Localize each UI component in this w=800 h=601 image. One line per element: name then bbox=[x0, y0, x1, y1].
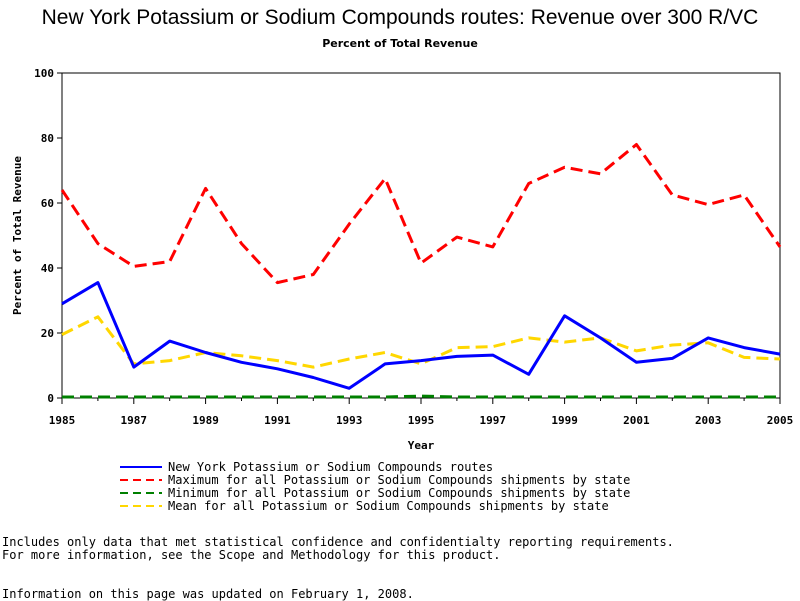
legend-label-1: New York Potassium or Sodium Compounds r… bbox=[168, 460, 493, 474]
x-tick-label: 2001 bbox=[623, 414, 650, 427]
series-line-1 bbox=[61, 281, 781, 390]
chart-subtitle: Percent of Total Revenue bbox=[322, 37, 478, 50]
series-line-4 bbox=[61, 315, 781, 369]
note-confidence: Includes only data that met statistical … bbox=[2, 535, 674, 549]
y-axis: 0 20 40 60 80 100 bbox=[34, 67, 62, 405]
y-tick-label: 0 bbox=[47, 392, 54, 405]
series-line-2 bbox=[60, 143, 782, 285]
y-tick-label: 60 bbox=[41, 197, 54, 210]
x-tick-label: 2005 bbox=[767, 414, 794, 427]
x-tick-label: 1989 bbox=[192, 414, 219, 427]
plot-area-border bbox=[61, 72, 781, 399]
note-updated: Information on this page was updated on … bbox=[2, 587, 414, 601]
x-tick-label: 1987 bbox=[121, 414, 148, 427]
y-tick-label: 80 bbox=[41, 132, 54, 145]
note-methodology: For more information, see the Scope and … bbox=[2, 548, 501, 562]
x-tick-label: 1993 bbox=[336, 414, 363, 427]
x-tick-label: 2003 bbox=[695, 414, 722, 427]
legend: New York Potassium or Sodium Compounds r… bbox=[120, 460, 630, 513]
legend-label-4: Mean for all Potassium or Sodium Compoun… bbox=[168, 499, 609, 513]
x-tick-label: 1997 bbox=[480, 414, 507, 427]
series-lines bbox=[60, 143, 782, 399]
x-tick-label: 1985 bbox=[49, 414, 76, 427]
chart-title: New York Potassium or Sodium Compounds r… bbox=[41, 6, 759, 29]
legend-label-2: Maximum for all Potassium or Sodium Comp… bbox=[168, 473, 630, 487]
series-line-3 bbox=[62, 394, 780, 399]
plot-frame bbox=[61, 72, 781, 399]
y-tick-label: 40 bbox=[41, 262, 54, 275]
x-tick-label: 1999 bbox=[551, 414, 578, 427]
x-tick-label: 1995 bbox=[408, 414, 435, 427]
y-tick-label: 100 bbox=[34, 67, 54, 80]
x-axis-label: Year bbox=[408, 439, 435, 452]
y-tick-label: 20 bbox=[41, 327, 54, 340]
x-axis: 1985 1987 1989 1991 1993 1995 1997 1999 2001 2003… bbox=[49, 398, 794, 427]
legend-label-3: Minimum for all Potassium or Sodium Comp… bbox=[168, 486, 630, 500]
y-axis-label: Percent of Total Revenue bbox=[11, 156, 24, 315]
x-tick-label: 1991 bbox=[264, 414, 291, 427]
